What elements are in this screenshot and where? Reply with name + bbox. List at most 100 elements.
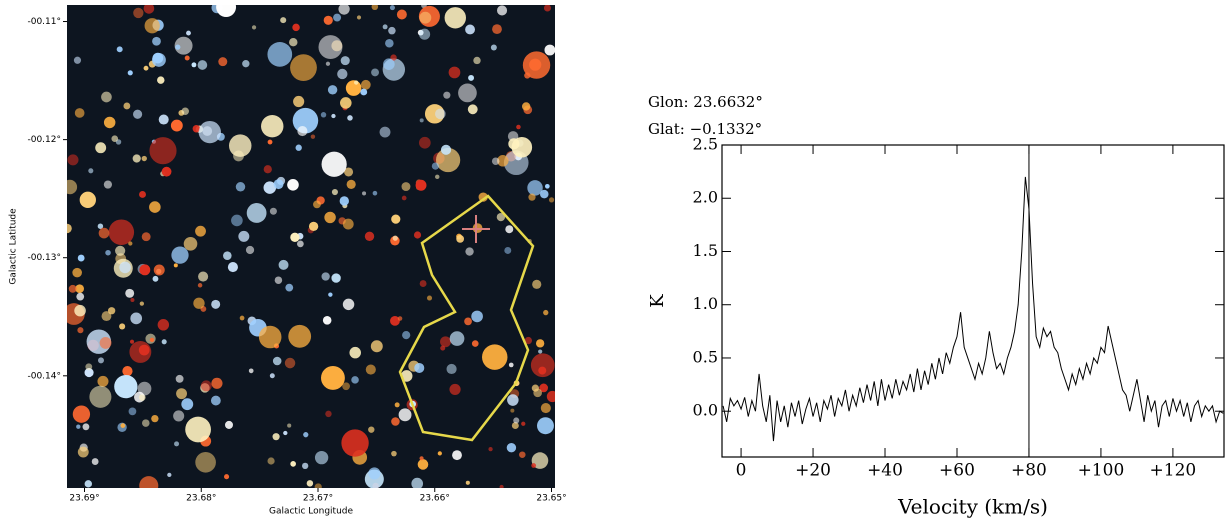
star [321, 151, 347, 177]
star [95, 142, 107, 154]
star [539, 383, 549, 393]
star [346, 179, 356, 189]
star [499, 484, 504, 488]
star [175, 44, 181, 50]
star [435, 147, 461, 173]
star [511, 136, 533, 158]
star [263, 181, 277, 194]
star [303, 432, 309, 438]
star [535, 339, 545, 348]
star [272, 433, 280, 441]
star [331, 188, 338, 196]
star [76, 424, 81, 429]
x-tick-label: 0 [736, 461, 747, 481]
star [152, 275, 159, 282]
star [138, 344, 150, 356]
star [269, 207, 277, 215]
x-tick-label: 23.65° [536, 494, 566, 504]
star [333, 13, 342, 22]
star [431, 162, 440, 170]
star [267, 139, 273, 145]
star [328, 292, 333, 297]
star [391, 417, 400, 426]
star [417, 459, 429, 470]
sky-image [67, 5, 555, 488]
star [149, 337, 155, 343]
star [157, 319, 170, 331]
star [68, 284, 77, 293]
star [77, 254, 85, 262]
star [141, 155, 147, 162]
star [245, 245, 255, 255]
star [103, 116, 116, 129]
star [496, 5, 508, 16]
star [191, 62, 197, 68]
y-tick-label: 0.0 [693, 401, 718, 420]
star [435, 174, 440, 180]
star [139, 301, 144, 306]
star [278, 259, 289, 270]
star [435, 108, 446, 120]
star [115, 245, 126, 256]
star [392, 235, 398, 241]
star [383, 58, 395, 70]
star [391, 450, 397, 457]
star [89, 385, 112, 408]
star [151, 52, 166, 67]
star [344, 167, 354, 177]
star [301, 462, 309, 470]
star [314, 483, 322, 488]
star [390, 315, 400, 326]
star [356, 15, 362, 20]
star [233, 150, 244, 162]
star [218, 57, 228, 67]
star [125, 288, 135, 298]
star [152, 36, 161, 46]
star [274, 276, 283, 284]
y-tick-label: -00.14° [27, 371, 61, 381]
star [531, 384, 539, 392]
star [371, 68, 379, 77]
star [267, 457, 275, 465]
star [171, 246, 189, 264]
star [465, 480, 470, 485]
y-tick-label: -00.13° [27, 253, 61, 263]
star [337, 68, 348, 80]
star [519, 451, 526, 458]
star [82, 423, 90, 431]
star [448, 66, 461, 79]
star [67, 179, 78, 195]
star [440, 336, 451, 348]
star [111, 135, 119, 143]
star [368, 426, 375, 433]
star [419, 118, 424, 123]
star [338, 5, 350, 15]
star [325, 61, 331, 66]
star [521, 102, 531, 111]
star [239, 315, 245, 321]
stars [67, 5, 555, 488]
star [181, 107, 189, 115]
star [246, 203, 267, 223]
star [532, 279, 542, 289]
star [200, 380, 212, 392]
star [228, 134, 252, 157]
star [492, 24, 502, 35]
star [198, 120, 221, 144]
star [139, 191, 146, 198]
star [72, 267, 82, 278]
star [120, 423, 126, 428]
star [74, 108, 85, 118]
star [143, 5, 155, 14]
x-axis-label: Galactic Longitude [269, 507, 354, 517]
star [132, 154, 141, 163]
star [197, 60, 208, 70]
star [137, 381, 152, 396]
star [322, 316, 332, 325]
star [143, 65, 149, 71]
star [546, 390, 555, 403]
star [401, 195, 407, 201]
star [129, 339, 135, 344]
star [119, 323, 126, 330]
star [530, 353, 555, 378]
